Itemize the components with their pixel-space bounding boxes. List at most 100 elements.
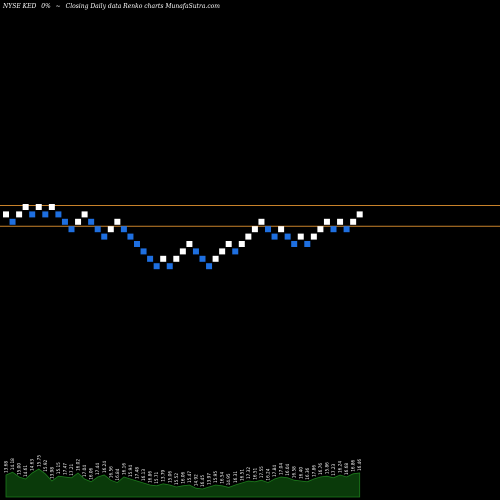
renko-brick-up xyxy=(48,204,55,210)
volume-label: 16.58 xyxy=(292,466,297,478)
volume-label: 16.68 xyxy=(344,463,349,475)
renko-brick-up xyxy=(251,226,258,233)
renko-brick-down xyxy=(147,255,154,262)
volume-label: 17.23 xyxy=(331,463,336,475)
renko-brick-up xyxy=(16,211,23,218)
renko-brick-up xyxy=(179,248,186,255)
renko-brick-down xyxy=(101,233,108,240)
volume-label: 16.24 xyxy=(338,461,343,473)
renko-brick-down xyxy=(94,226,101,233)
volume-label: 15.86 xyxy=(324,462,329,474)
renko-brick-down xyxy=(304,241,311,247)
renko-brick-down xyxy=(166,263,173,270)
volume-label: 15.52 xyxy=(174,473,179,485)
renko-brick-up xyxy=(114,218,121,225)
renko-brick-down xyxy=(343,226,350,233)
volume-label: 16.86 xyxy=(148,471,153,483)
renko-brick-down xyxy=(153,263,160,270)
volume-label: 17.04 xyxy=(279,463,284,475)
volume-label: 16.24 xyxy=(102,461,107,473)
volume-label: 16.46 xyxy=(357,459,362,471)
volume-label: 16.06 xyxy=(180,471,185,483)
volume-label: 17.21 xyxy=(69,463,74,475)
renko-brick-up xyxy=(297,233,304,240)
volume-label: 17.47 xyxy=(62,463,67,475)
volume-label: 14.61 xyxy=(23,465,28,477)
volume-label: 15.71 xyxy=(154,471,159,483)
volume-label: 15.06 xyxy=(167,471,172,483)
renko-brick-up xyxy=(278,226,285,233)
volume-area xyxy=(5,468,361,498)
volume-label: 16.56 xyxy=(108,466,113,478)
renko-brick-down xyxy=(68,226,75,233)
chart-header: NYSE KED 0% ~ Closing Daily data Renko c… xyxy=(3,3,223,10)
volume-label: 14.18 xyxy=(10,458,15,470)
renko-brick-up xyxy=(225,241,232,247)
renko-brick-down xyxy=(55,211,62,218)
renko-brick-down xyxy=(232,248,239,255)
renko-brick-up xyxy=(219,248,226,255)
renko-brick-up xyxy=(186,241,193,247)
renko-brick-down xyxy=(134,241,140,247)
renko-brick-up xyxy=(258,218,265,225)
volume-label: 16.04 xyxy=(285,463,290,475)
volume-label: 16.31 xyxy=(233,471,238,483)
renko-brick-down xyxy=(29,211,36,218)
renko-brick-up xyxy=(356,211,363,218)
volume-label: 13.79 xyxy=(161,469,166,481)
volume-label: 13.98 xyxy=(49,467,54,479)
volume-label: 15.00 xyxy=(17,463,22,475)
volume-label: 16.86 xyxy=(351,459,356,471)
volume-label: 17.48 xyxy=(135,467,140,479)
renko-brick-up xyxy=(245,233,252,240)
renko-brick-down xyxy=(127,233,134,240)
renko-brick-up xyxy=(337,218,344,225)
volume-label: 14.92 xyxy=(193,474,198,486)
renko-brick-up xyxy=(107,226,114,233)
renko-brick-down xyxy=(199,255,206,262)
ticker-label: NYSE KED xyxy=(3,3,37,10)
volume-label: 17.44 xyxy=(95,463,100,475)
volume-label: 16.51 xyxy=(239,469,244,481)
volume-label: 16.84 xyxy=(115,468,120,480)
renko-brick-down xyxy=(88,218,95,225)
renko-brick-up xyxy=(317,226,324,233)
renko-brick-up xyxy=(3,211,9,218)
renko-brick-up xyxy=(238,241,245,247)
volume-label: 16.51 xyxy=(252,467,257,479)
renko-brick-up xyxy=(22,204,29,210)
renko-brick-down xyxy=(61,218,68,225)
volume-label: 16.76 xyxy=(318,463,323,475)
volume-label: 14.95 xyxy=(226,473,231,485)
volume-label: 17.32 xyxy=(246,467,251,479)
renko-brick-down xyxy=(284,233,291,240)
renko-brick-up xyxy=(310,233,317,240)
renko-brick-up xyxy=(35,204,42,210)
volume-label: 14.63 xyxy=(30,459,35,471)
volume-label: 16.54 xyxy=(220,471,225,483)
renko-brick-down xyxy=(140,248,147,255)
renko-brick-down xyxy=(330,226,337,233)
volume-label: 15.92 xyxy=(43,459,48,471)
renko-brick-down xyxy=(192,248,199,255)
volume-label: 15.94 xyxy=(128,465,133,477)
renko-brick-down xyxy=(206,263,213,270)
renko-brick-up xyxy=(212,255,219,262)
volume-label: 13.68 xyxy=(4,461,9,473)
renko-brick-up xyxy=(81,211,88,218)
volume-label: 16.13 xyxy=(141,469,146,481)
renko-brick-down xyxy=(271,233,278,240)
volume-label: 15.75 xyxy=(36,455,41,467)
volume-label: 16.24 xyxy=(266,468,271,480)
volume-label: 17.55 xyxy=(259,466,264,478)
volume-label: 16.06 xyxy=(89,467,94,479)
renko-brick-down xyxy=(9,218,16,225)
renko-brick-down xyxy=(265,226,271,233)
volume-label: 17.04 xyxy=(82,465,87,477)
renko-brick-up xyxy=(323,218,330,225)
renko-brick-up xyxy=(75,218,82,225)
renko-brick-down xyxy=(42,211,49,218)
renko-brick-up xyxy=(350,218,357,225)
